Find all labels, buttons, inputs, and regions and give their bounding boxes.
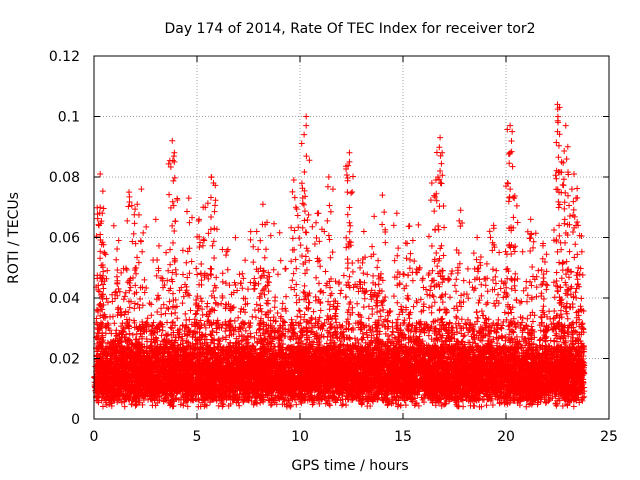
data-point (126, 287, 133, 294)
data-point (379, 221, 386, 228)
data-point (461, 332, 468, 339)
data-point (379, 277, 386, 284)
data-point (113, 327, 120, 334)
data-point (131, 305, 138, 312)
data-point (133, 270, 140, 277)
data-point (283, 293, 290, 300)
data-point (533, 293, 540, 300)
data-point (282, 305, 289, 312)
data-point (120, 296, 127, 303)
data-point (194, 307, 201, 314)
data-point (365, 303, 372, 310)
data-point (121, 311, 128, 318)
data-point (122, 289, 129, 296)
data-point (235, 314, 242, 321)
data-point (257, 325, 264, 332)
data-point (546, 308, 553, 315)
data-point (453, 313, 460, 320)
data-point (529, 264, 536, 271)
points-layer (91, 101, 588, 410)
data-point (160, 301, 167, 308)
